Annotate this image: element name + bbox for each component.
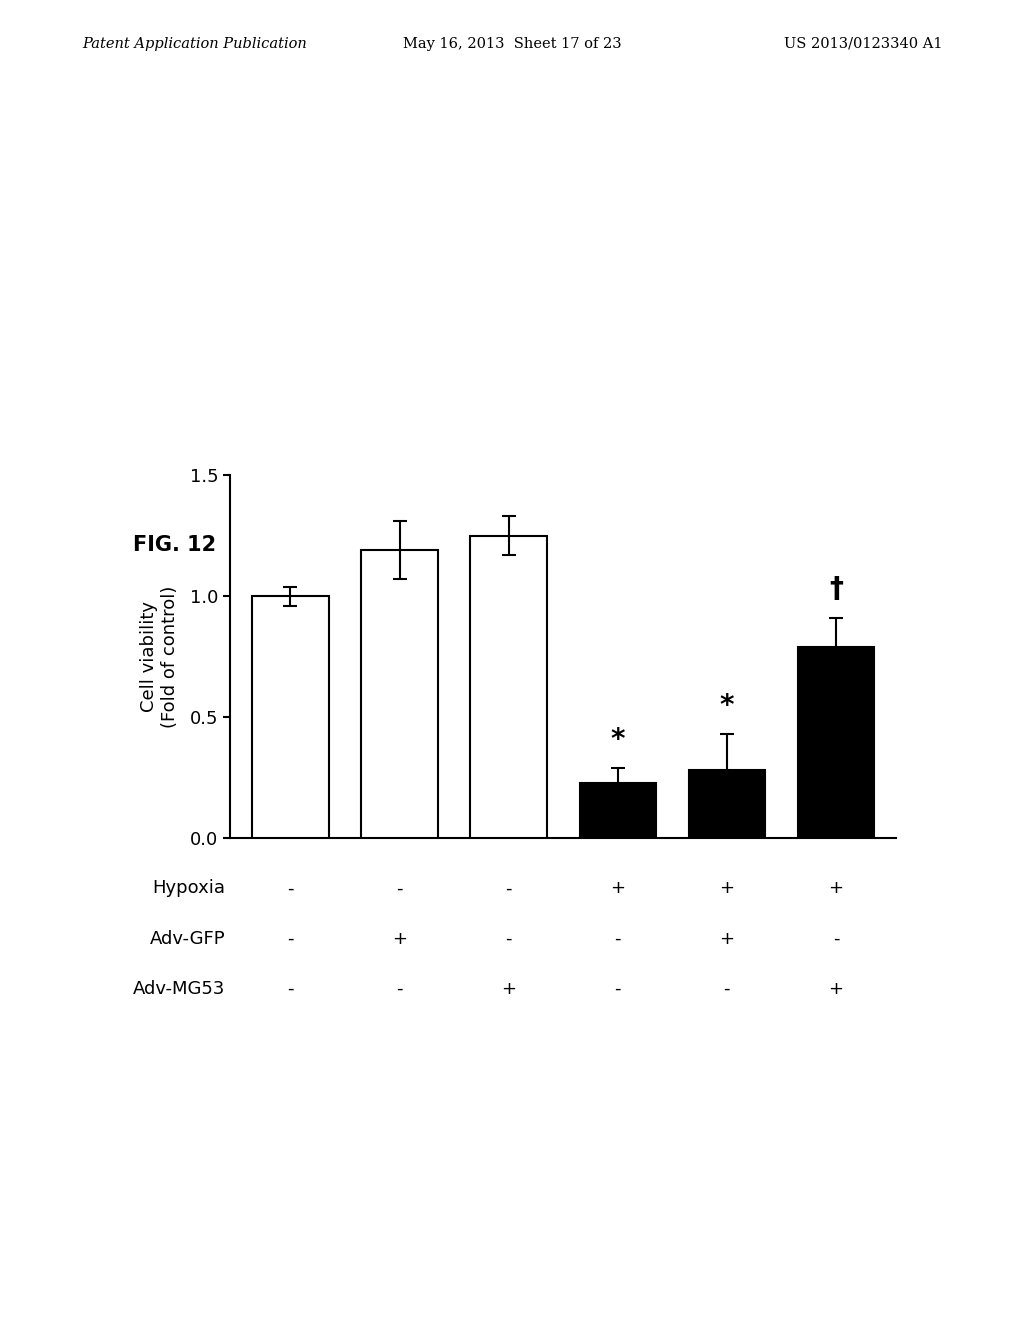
Bar — [252, 597, 329, 838]
Text: -: - — [506, 879, 512, 898]
Text: +: + — [720, 929, 734, 948]
Text: -: - — [614, 979, 621, 998]
Text: US 2013/0123340 A1: US 2013/0123340 A1 — [783, 37, 942, 51]
Text: FIG. 12: FIG. 12 — [133, 535, 216, 554]
Text: +: + — [720, 879, 734, 898]
Text: †: † — [829, 576, 843, 603]
Text: -: - — [506, 929, 512, 948]
Text: -: - — [396, 879, 402, 898]
Text: -: - — [287, 929, 294, 948]
Text: +: + — [828, 879, 844, 898]
Text: -: - — [833, 929, 840, 948]
Text: -: - — [724, 979, 730, 998]
Text: -: - — [614, 929, 621, 948]
Text: +: + — [392, 929, 407, 948]
Text: *: * — [610, 726, 625, 754]
Bar — [470, 536, 547, 838]
Bar — [361, 550, 437, 838]
Text: +: + — [828, 979, 844, 998]
Text: +: + — [610, 879, 626, 898]
Text: Hypoxia: Hypoxia — [153, 879, 225, 898]
Bar — [580, 783, 656, 838]
Text: -: - — [287, 879, 294, 898]
Bar — [798, 647, 874, 838]
Y-axis label: Cell viability
(Fold of control): Cell viability (Fold of control) — [140, 586, 179, 727]
Text: May 16, 2013  Sheet 17 of 23: May 16, 2013 Sheet 17 of 23 — [402, 37, 622, 51]
Text: -: - — [396, 979, 402, 998]
Bar — [689, 771, 765, 838]
Text: +: + — [501, 979, 516, 998]
Text: Adv-GFP: Adv-GFP — [150, 929, 225, 948]
Text: -: - — [287, 979, 294, 998]
Text: *: * — [720, 692, 734, 719]
Text: Patent Application Publication: Patent Application Publication — [82, 37, 306, 51]
Text: Adv-MG53: Adv-MG53 — [133, 979, 225, 998]
